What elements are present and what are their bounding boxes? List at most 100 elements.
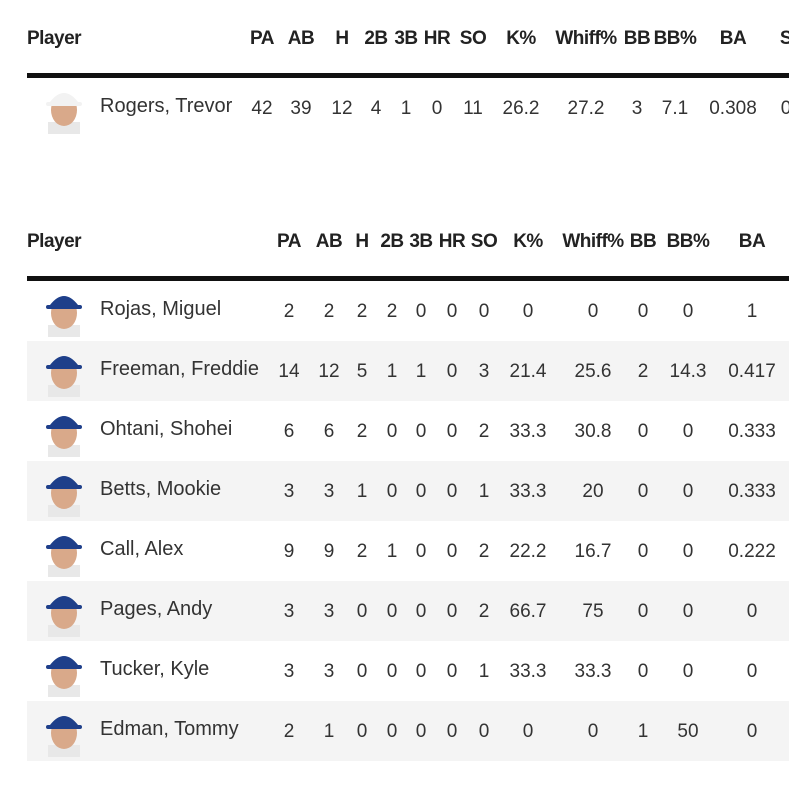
stat-cell: 0: [415, 481, 427, 502]
stat-cell: 4: [370, 98, 382, 119]
stat-cell: 3: [283, 661, 295, 682]
stat-cell: 0: [446, 721, 458, 742]
stat-cell: 0.333: [728, 421, 776, 442]
header-cell: SO: [459, 28, 487, 49]
stat-cell: 14.3: [669, 361, 707, 382]
player-name: Freeman, Freddie: [100, 358, 259, 380]
stat-cell: 1: [415, 361, 427, 382]
player-name: Ohtani, Shohei: [100, 418, 233, 440]
stat-cell: 3: [631, 98, 643, 119]
stat-cell: 39: [290, 98, 312, 119]
stat-cell: 1: [746, 301, 758, 322]
stat-cell: 0: [386, 721, 398, 742]
row-band: [27, 701, 789, 761]
stat-cell: 2: [283, 721, 295, 742]
header-cell: H: [355, 231, 369, 252]
header-cell: Whiff%: [555, 28, 617, 49]
stat-cell: 0.308: [709, 98, 757, 119]
header-cell: BA: [738, 231, 766, 252]
stat-cell: 0.333: [728, 481, 776, 502]
stat-cell: 0: [431, 98, 443, 119]
player-photo: [46, 416, 82, 457]
stat-cell: 14: [278, 361, 300, 382]
stat-cell: 2: [283, 301, 295, 322]
stat-cell: 1: [637, 721, 649, 742]
stat-cell: 7.1: [661, 98, 689, 119]
stat-cell: 1: [386, 361, 398, 382]
header-cell: Player: [27, 28, 82, 49]
stat-cell: 0: [682, 601, 694, 622]
stat-cell: 25.6: [574, 361, 612, 382]
stat-cell: 2: [478, 421, 490, 442]
row-band: [27, 461, 789, 521]
stat-cell: 0: [637, 601, 649, 622]
player-photo: [46, 656, 82, 697]
stat-cell: 11: [463, 98, 483, 119]
stat-cell: 0: [386, 661, 398, 682]
stat-cell: 9: [323, 541, 335, 562]
stat-cell: 2: [356, 421, 368, 442]
header-cell: 3B: [394, 28, 418, 49]
header-cell: BB%: [666, 231, 710, 252]
stat-cell: 2: [323, 301, 335, 322]
stat-cell: 0: [446, 481, 458, 502]
stat-cell: 66.7: [509, 601, 547, 622]
stat-cell: 0: [356, 601, 368, 622]
stat-cell: 33.3: [509, 661, 547, 682]
stat-cell: 0.417: [728, 361, 776, 382]
header-cell: BB: [629, 231, 657, 252]
stat-cell: 3: [323, 661, 335, 682]
stat-cell: 0: [446, 301, 458, 322]
stat-cell: 0: [415, 661, 427, 682]
stat-cell: 0: [415, 421, 427, 442]
stat-cell: 50: [677, 721, 699, 742]
stat-cell: 0: [446, 601, 458, 622]
header-cell: HR: [423, 28, 451, 49]
player-photo: [46, 536, 82, 577]
header-cell: 3B: [409, 231, 433, 252]
stat-cell: 0: [682, 661, 694, 682]
header-cell: AB: [287, 28, 315, 49]
player-name: Pages, Andy: [100, 598, 213, 620]
stat-cell: 3: [323, 481, 335, 502]
stat-cell: 3: [283, 481, 295, 502]
header-cell: Whiff%: [562, 231, 624, 252]
stat-cell: 33.3: [509, 421, 547, 442]
stat-cell: 2: [478, 601, 490, 622]
row-band: [27, 341, 789, 401]
stat-cell: 5: [356, 361, 368, 382]
stat-cell: 0: [682, 421, 694, 442]
stat-cell: 3: [283, 601, 295, 622]
player-photo: [46, 476, 82, 517]
header-cell: SO: [470, 231, 498, 252]
player-photo: [46, 596, 82, 637]
header-cell: H: [335, 28, 349, 49]
stat-cell: 0: [746, 721, 758, 742]
stat-cell: 33.3: [509, 481, 547, 502]
player-photo: [46, 93, 82, 134]
player-photo: [46, 296, 82, 337]
header-cell: PA: [277, 231, 301, 252]
stat-cell: 3: [478, 361, 490, 382]
stat-cell: 1: [323, 721, 335, 742]
stat-cell: 33.3: [574, 661, 612, 682]
header-cell: K%: [513, 231, 543, 252]
stat-cell: 0.222: [728, 541, 776, 562]
stat-cell: 0: [522, 301, 534, 322]
stat-cell: 1: [386, 541, 398, 562]
stat-cell: 1: [478, 661, 490, 682]
stat-cell: 2: [356, 541, 368, 562]
stat-cell: 2: [356, 301, 368, 322]
stat-cell: 22.2: [509, 541, 547, 562]
header-cell: AB: [315, 231, 343, 252]
stat-cell: 1: [356, 481, 368, 502]
stat-cell: 0: [415, 541, 427, 562]
stat-cell: 0: [446, 361, 458, 382]
stat-cell: 1: [400, 98, 412, 119]
stat-cell: 0: [637, 301, 649, 322]
stat-cell: 27.2: [567, 98, 605, 119]
header-cell: Player: [27, 231, 82, 252]
stat-cell: 0: [637, 421, 649, 442]
stat-cell: 0: [386, 601, 398, 622]
stat-cell: 6: [323, 421, 335, 442]
